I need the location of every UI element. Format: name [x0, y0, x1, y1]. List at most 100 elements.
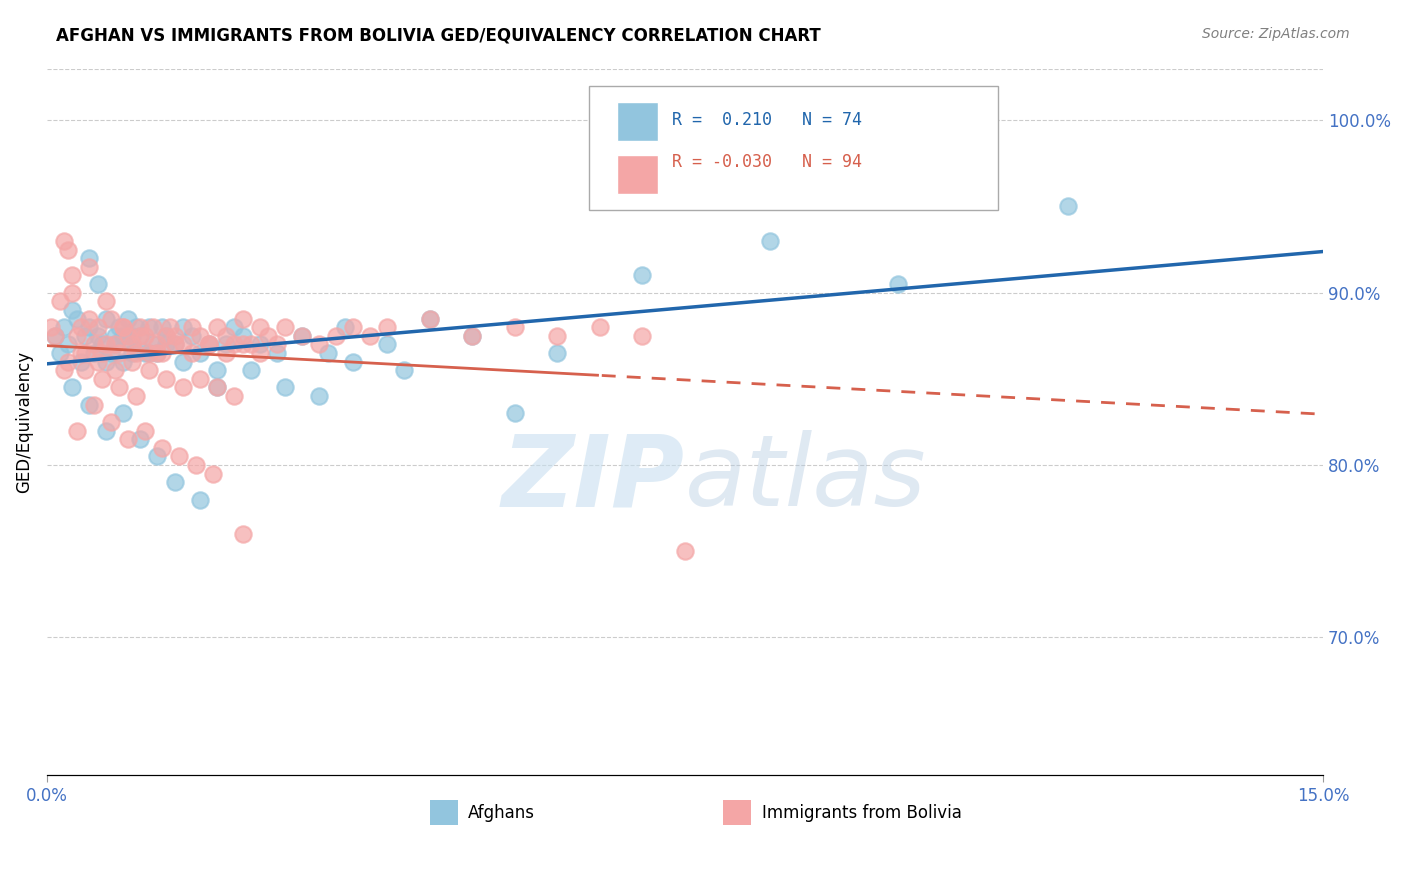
Point	[214, 337, 236, 351]
Point	[163, 328, 186, 343]
Point	[134, 424, 156, 438]
Point	[129, 432, 152, 446]
Point	[461, 328, 484, 343]
Point	[222, 337, 245, 351]
Point	[87, 277, 110, 291]
Point	[75, 346, 97, 360]
Point	[461, 328, 484, 343]
Point	[155, 328, 177, 343]
Point	[112, 354, 135, 368]
Point	[138, 320, 160, 334]
Text: R = -0.030   N = 94: R = -0.030 N = 94	[672, 153, 862, 171]
Point	[394, 363, 416, 377]
Point	[222, 320, 245, 334]
Point	[205, 380, 228, 394]
Point	[104, 337, 127, 351]
Point	[342, 320, 364, 334]
Point	[589, 320, 612, 334]
Point	[188, 346, 211, 360]
Bar	[617, 103, 658, 141]
Point	[91, 337, 114, 351]
Point	[75, 328, 97, 343]
Point	[333, 320, 356, 334]
Point	[121, 328, 143, 343]
Point	[673, 544, 696, 558]
Point	[121, 346, 143, 360]
Point	[75, 363, 97, 377]
Point	[197, 337, 219, 351]
FancyBboxPatch shape	[589, 87, 998, 210]
Point	[631, 268, 654, 283]
Point	[232, 527, 254, 541]
Point	[188, 372, 211, 386]
Point	[117, 432, 139, 446]
Point	[104, 328, 127, 343]
Point	[79, 311, 101, 326]
Point	[155, 372, 177, 386]
Point	[163, 337, 186, 351]
Point	[83, 337, 105, 351]
Point	[249, 337, 271, 351]
Point	[419, 311, 441, 326]
Point	[419, 311, 441, 326]
Point	[546, 328, 568, 343]
Point	[108, 380, 131, 394]
Point	[142, 337, 165, 351]
Point	[44, 328, 66, 343]
Point	[112, 320, 135, 334]
Point	[100, 311, 122, 326]
Point	[96, 354, 118, 368]
Point	[308, 389, 330, 403]
Point	[138, 346, 160, 360]
Y-axis label: GED/Equivalency: GED/Equivalency	[15, 351, 32, 493]
Point	[66, 311, 89, 326]
Point	[48, 346, 70, 360]
Point	[96, 311, 118, 326]
Point	[129, 328, 152, 343]
Point	[100, 346, 122, 360]
Point	[274, 320, 297, 334]
Point	[108, 346, 131, 360]
Point	[138, 363, 160, 377]
Point	[79, 260, 101, 274]
Point	[87, 320, 110, 334]
Point	[108, 320, 131, 334]
Point	[44, 328, 66, 343]
Point	[214, 328, 236, 343]
Bar	[617, 155, 658, 194]
Point	[48, 294, 70, 309]
Point	[66, 328, 89, 343]
Point	[62, 380, 84, 394]
Point	[188, 492, 211, 507]
Point	[257, 328, 280, 343]
Point	[184, 458, 207, 472]
Point	[180, 328, 202, 343]
Point	[201, 467, 224, 481]
Point	[87, 328, 110, 343]
Point	[240, 363, 263, 377]
Point	[83, 398, 105, 412]
Point	[316, 346, 339, 360]
Point	[79, 398, 101, 412]
Point	[112, 328, 135, 343]
Point	[121, 337, 143, 351]
Point	[886, 277, 908, 291]
Point	[112, 406, 135, 420]
Point	[96, 294, 118, 309]
Point	[121, 337, 143, 351]
Point	[180, 346, 202, 360]
Point	[197, 337, 219, 351]
Point	[56, 243, 79, 257]
Point	[39, 320, 62, 334]
Point	[79, 251, 101, 265]
Point	[146, 337, 169, 351]
Text: AFGHAN VS IMMIGRANTS FROM BOLIVIA GED/EQUIVALENCY CORRELATION CHART: AFGHAN VS IMMIGRANTS FROM BOLIVIA GED/EQ…	[56, 27, 821, 45]
Point	[91, 346, 114, 360]
Point	[163, 337, 186, 351]
Point	[249, 346, 271, 360]
Point	[56, 337, 79, 351]
Point	[70, 320, 93, 334]
Point	[266, 337, 288, 351]
Point	[291, 328, 314, 343]
Point	[188, 328, 211, 343]
